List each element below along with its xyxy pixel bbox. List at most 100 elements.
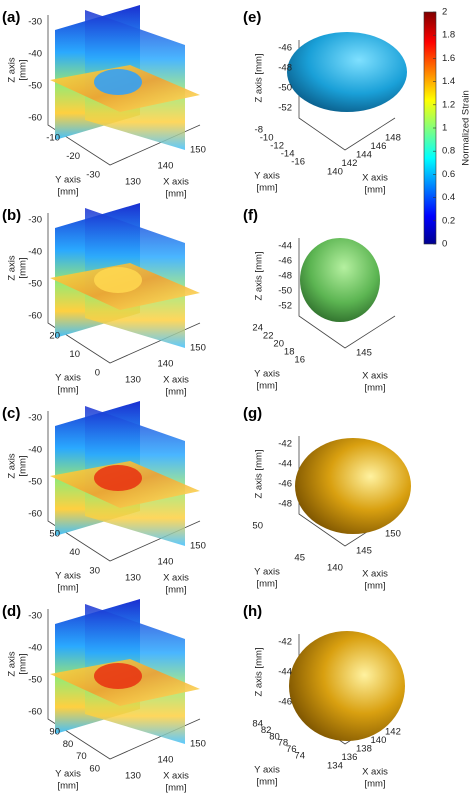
y-tick-label: -12 — [270, 141, 284, 152]
inclusion — [94, 69, 142, 95]
x-axis-label: X axis — [362, 767, 388, 778]
y-tick-label: -10 — [260, 133, 274, 144]
y-axis-label: Y axis — [254, 567, 280, 578]
x-tick-label: 146 — [371, 141, 387, 152]
colorbar-tick-label: 0.4 — [442, 192, 455, 203]
x-tick-label: 140 — [158, 755, 174, 766]
y-axis-label: Y axis — [55, 769, 81, 780]
y-tick-label: 0 — [95, 368, 100, 379]
x-tick-label: 130 — [125, 573, 141, 584]
y-tick-label: -14 — [281, 149, 295, 160]
z-tick-label: -50 — [28, 675, 42, 686]
z-axis-label: Z axis [mm] — [254, 647, 265, 696]
y-tick-label: 80 — [269, 731, 280, 742]
y-tick-label: 24 — [252, 323, 263, 334]
y-tick-label: 40 — [69, 547, 80, 558]
panel-label: (h) — [243, 603, 262, 620]
x-axis-label: [mm] — [165, 585, 186, 596]
y-axis-label: [mm] — [57, 385, 78, 396]
x-tick-label: 140 — [158, 359, 174, 370]
z-tick-label: -44 — [278, 667, 292, 678]
x-tick-label: 134 — [327, 761, 343, 772]
x-axis-label: X axis — [163, 177, 189, 188]
z-tick-label: -30 — [28, 611, 42, 622]
colorbar-tick-label: 0.6 — [442, 169, 455, 180]
z-axis-label: [mm] — [18, 257, 29, 278]
z-tick-label: -52 — [278, 103, 292, 114]
x-axis-label: [mm] — [364, 779, 385, 790]
axis-box — [47, 213, 201, 364]
x-tick-label: 140 — [158, 161, 174, 172]
y-tick-label: 60 — [89, 764, 100, 775]
y-tick-label: -16 — [291, 157, 305, 168]
z-axis-label: Z axis [mm] — [254, 53, 265, 102]
x-axis-label: [mm] — [364, 185, 385, 196]
y-tick-label: 20 — [273, 339, 284, 350]
z-tick-label: -48 — [278, 63, 292, 74]
y-axis-label: Y axis — [254, 171, 280, 182]
y-axis-label: [mm] — [256, 777, 277, 788]
x-axis-label: X axis — [163, 771, 189, 782]
z-tick-label: -44 — [278, 241, 292, 252]
y-tick-label: 45 — [294, 553, 305, 564]
y-tick-label: 70 — [76, 751, 87, 762]
panel-label: (b) — [2, 207, 21, 224]
z-axis-label: [mm] — [18, 653, 29, 674]
z-tick-label: -44 — [278, 459, 292, 470]
y-axis-label: [mm] — [57, 781, 78, 792]
y-axis-label: [mm] — [57, 187, 78, 198]
z-tick-label: -30 — [28, 17, 42, 28]
axis-box — [47, 411, 201, 562]
z-axis-label: [mm] — [18, 59, 29, 80]
y-tick-label: 30 — [89, 566, 100, 577]
z-tick-label: -46 — [278, 697, 292, 708]
z-tick-label: -60 — [28, 113, 42, 124]
x-tick-label: 150 — [190, 145, 206, 156]
z-tick-label: -46 — [278, 479, 292, 490]
axis-box — [47, 609, 201, 760]
z-tick-label: -50 — [278, 83, 292, 94]
inclusion — [94, 465, 142, 491]
panel-label: (e) — [243, 9, 261, 26]
x-tick-label: 148 — [385, 133, 401, 144]
x-tick-label: 140 — [327, 563, 343, 574]
y-axis-label: Y axis — [254, 765, 280, 776]
x-tick-label: 145 — [356, 546, 372, 557]
y-axis-label: [mm] — [256, 183, 277, 194]
surface — [300, 238, 380, 322]
y-tick-label: 74 — [294, 751, 305, 762]
surface — [287, 32, 407, 112]
panel-label: (d) — [2, 603, 21, 620]
inclusion — [94, 663, 142, 689]
x-tick-label: 150 — [190, 541, 206, 552]
surface — [289, 631, 405, 741]
x-axis-label: X axis — [362, 569, 388, 580]
y-tick-label: 78 — [278, 738, 289, 749]
z-axis-label: Z axis — [7, 255, 18, 281]
panel-label: (f) — [243, 207, 258, 224]
z-tick-label: -42 — [278, 637, 292, 648]
z-axis-label: [mm] — [18, 455, 29, 476]
x-axis-label: X axis — [362, 173, 388, 184]
z-tick-label: -40 — [28, 643, 42, 654]
z-tick-label: -50 — [28, 81, 42, 92]
x-axis-label: [mm] — [364, 581, 385, 592]
colorbar-tick-label: 0 — [442, 239, 447, 250]
colorbar-tick-label: 0.8 — [442, 146, 455, 157]
x-tick-label: 130 — [125, 375, 141, 386]
y-tick-label: -8 — [255, 125, 263, 136]
x-tick-label: 138 — [356, 744, 372, 755]
y-axis-label: Y axis — [55, 571, 81, 582]
colorbar-tick-label: 0.2 — [442, 215, 455, 226]
x-axis-label: [mm] — [165, 387, 186, 398]
x-tick-label: 140 — [327, 167, 343, 178]
x-tick-label: 140 — [371, 735, 387, 746]
z-axis-label: Z axis — [7, 453, 18, 479]
z-tick-label: -42 — [278, 439, 292, 450]
panel-label: (g) — [243, 405, 262, 422]
x-tick-label: 142 — [385, 727, 401, 738]
x-tick-label: 142 — [342, 158, 358, 169]
x-tick-label: 130 — [125, 177, 141, 188]
